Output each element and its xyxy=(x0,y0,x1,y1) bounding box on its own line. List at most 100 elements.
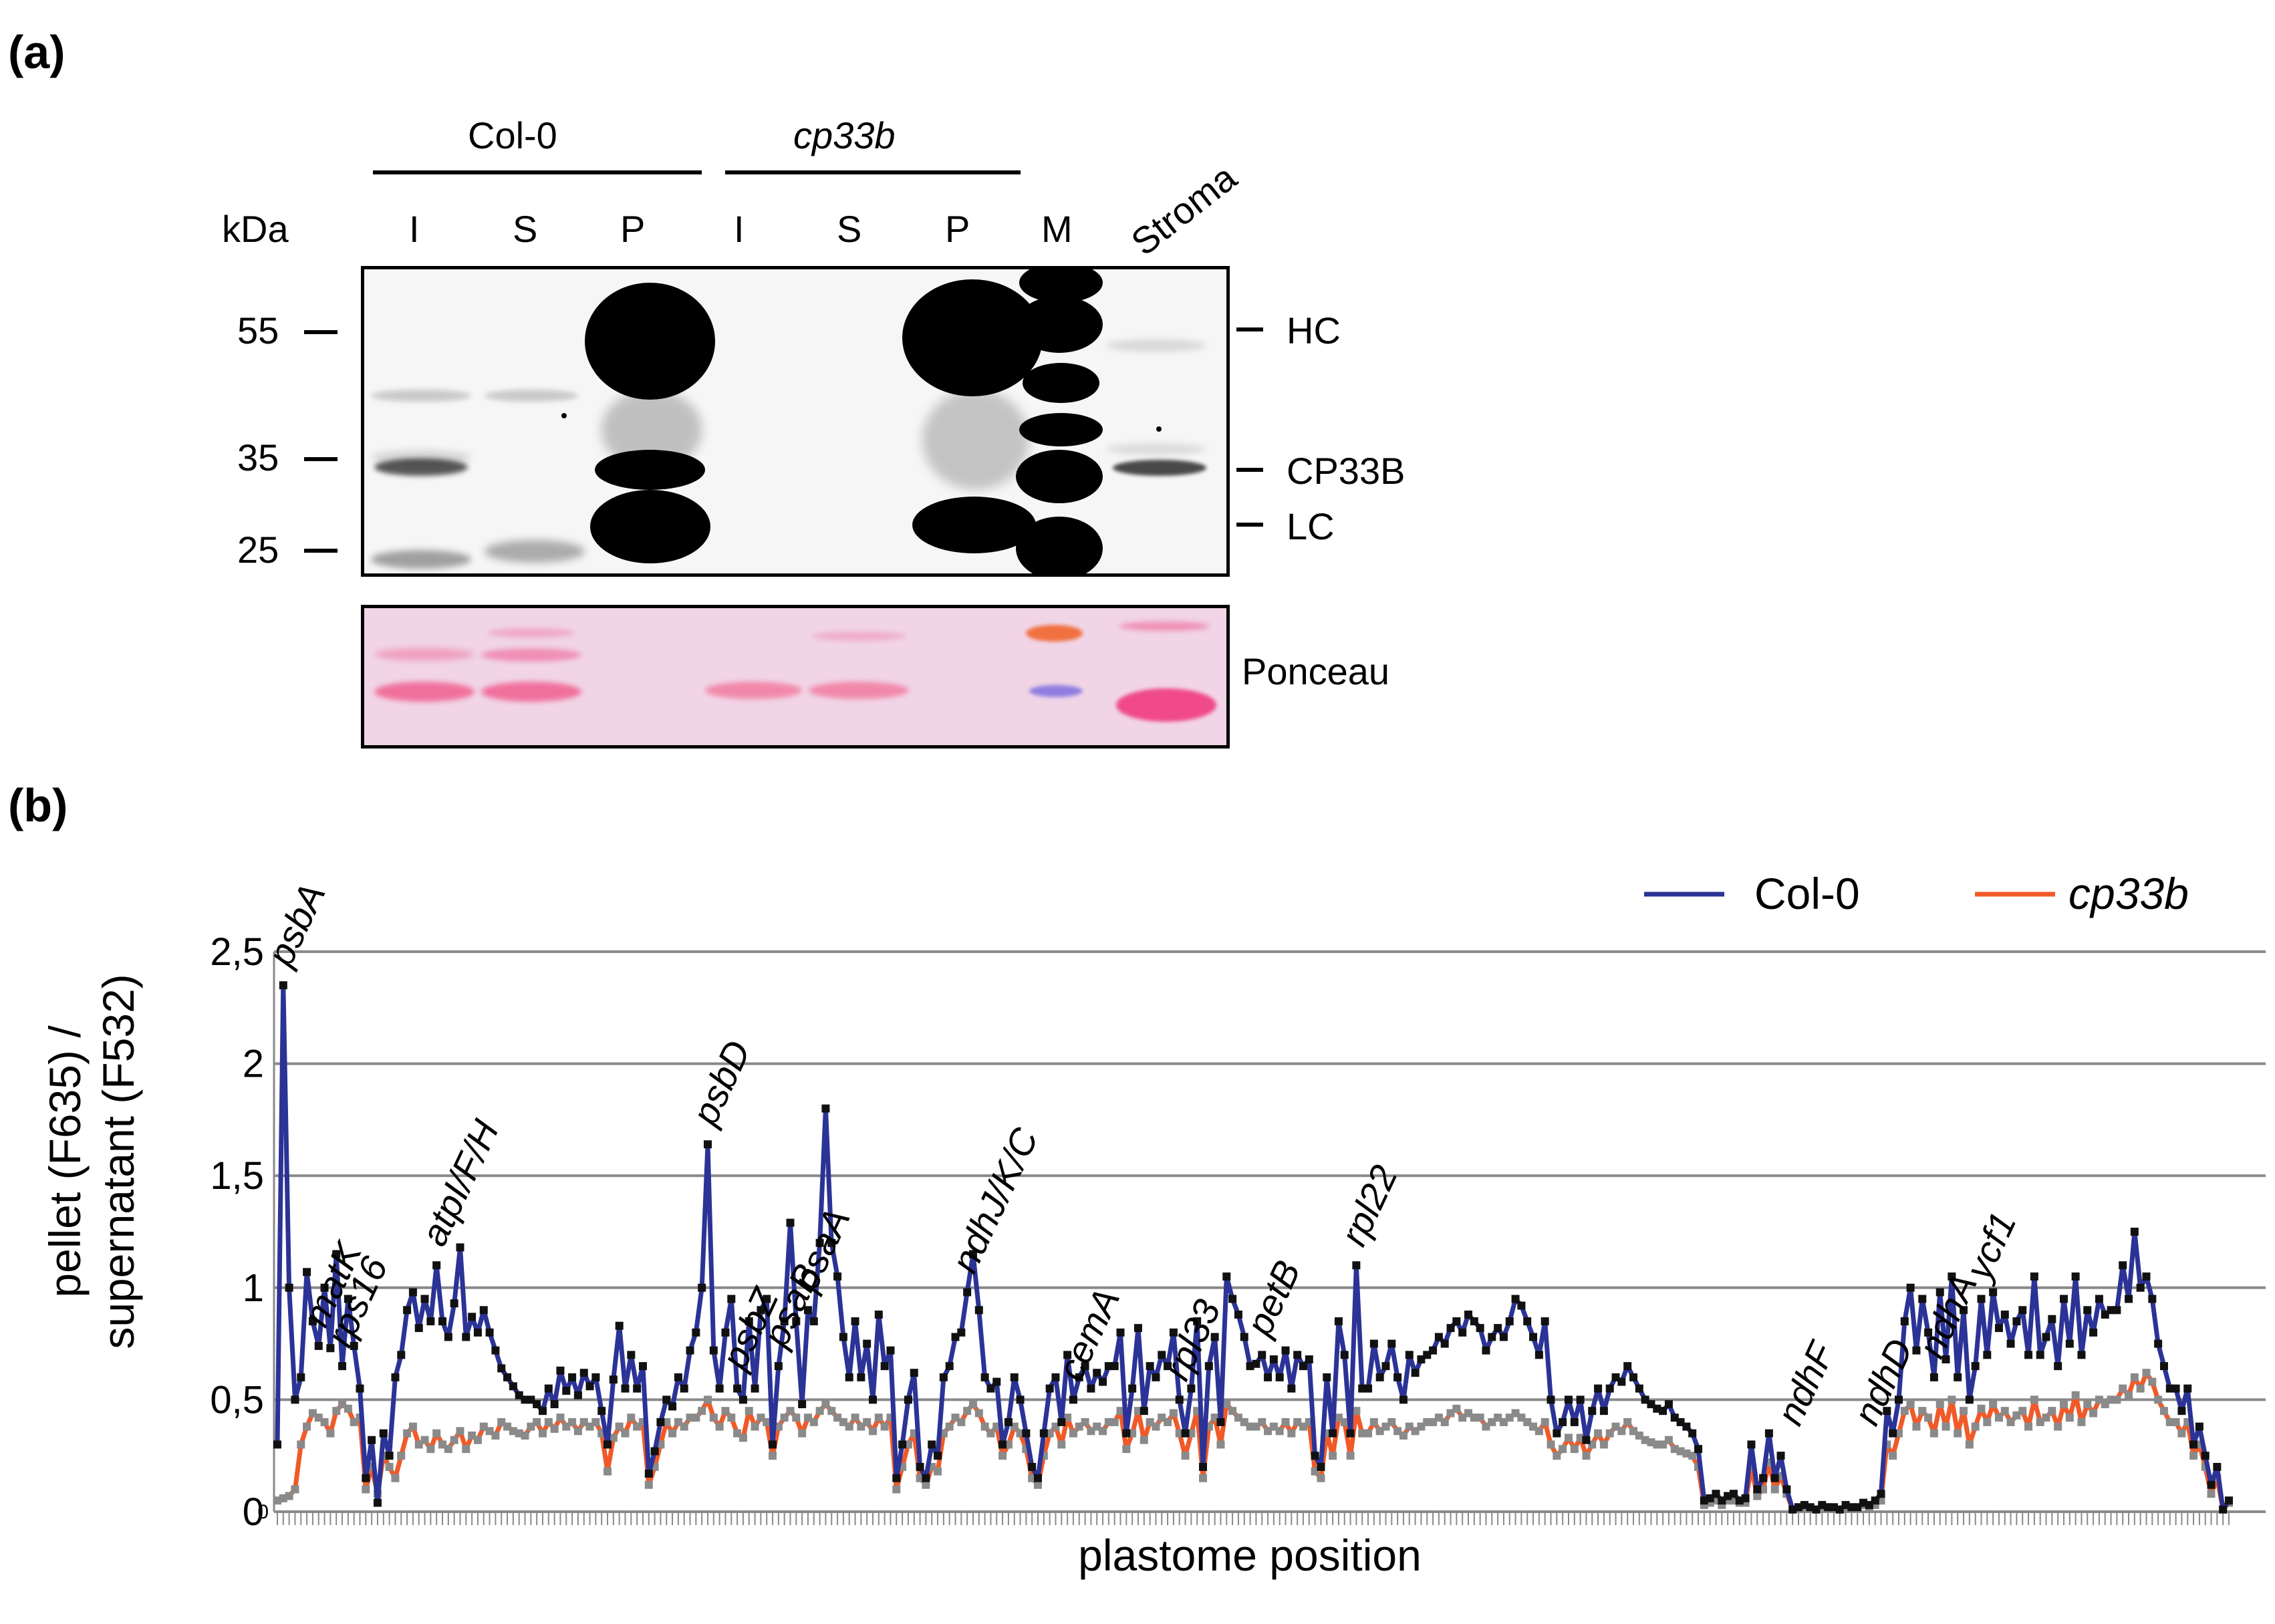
data-point-Col-0 xyxy=(615,1321,624,1330)
band-lc-col0-pellet xyxy=(590,490,710,563)
data-point-Col-0 xyxy=(1323,1373,1331,1381)
data-point-Col-0 xyxy=(2195,1422,2203,1431)
data-point-Col-0 xyxy=(957,1328,966,1337)
data-point-cp33b xyxy=(1935,1400,1944,1409)
data-point-cp33b xyxy=(550,1424,559,1433)
data-point-Col-0 xyxy=(538,1407,547,1415)
data-point-Col-0 xyxy=(2225,1496,2233,1505)
data-point-cp33b xyxy=(1352,1407,1361,1415)
data-point-Col-0 xyxy=(509,1382,517,1391)
data-point-cp33b xyxy=(1287,1429,1296,1438)
ponceau-band-stroma xyxy=(1116,688,1216,722)
data-point-cp33b xyxy=(1099,1427,1107,1436)
data-point-Col-0 xyxy=(2036,1351,2044,1359)
data-point-cp33b xyxy=(863,1417,872,1426)
data-point-Col-0 xyxy=(420,1295,429,1303)
data-point-cp33b xyxy=(2006,1417,2015,1426)
data-point-Col-0 xyxy=(1906,1283,1915,1292)
data-point-Col-0 xyxy=(1258,1351,1266,1359)
data-point-cp33b xyxy=(456,1427,464,1436)
data-point-Col-0 xyxy=(1034,1474,1043,1482)
data-point-Col-0 xyxy=(550,1400,559,1409)
data-point-Col-0 xyxy=(1340,1351,1349,1359)
data-point-cp33b xyxy=(2071,1391,2080,1399)
data-point-Col-0 xyxy=(544,1384,553,1393)
data-point-cp33b xyxy=(1564,1434,1573,1442)
x-axis-label: plastome position xyxy=(1078,1530,1422,1580)
data-point-Col-0 xyxy=(1470,1317,1478,1326)
data-point-Col-0 xyxy=(1434,1333,1443,1341)
data-point-Col-0 xyxy=(1599,1407,1608,1415)
data-point-Col-0 xyxy=(1570,1417,1579,1426)
speck xyxy=(1156,426,1162,432)
data-point-Col-0 xyxy=(2012,1317,2021,1326)
data-point-Col-0 xyxy=(2059,1295,2068,1303)
faint-band xyxy=(485,390,578,402)
data-point-cp33b xyxy=(544,1417,553,1426)
data-point-cp33b xyxy=(2018,1407,2027,1415)
data-point-cp33b xyxy=(1222,1400,1231,1409)
data-point-Col-0 xyxy=(1965,1395,1974,1404)
band-cp33b-col0-pellet xyxy=(595,450,705,490)
data-point-Col-0 xyxy=(556,1366,565,1375)
data-point-cp33b xyxy=(297,1440,305,1449)
data-point-cp33b xyxy=(326,1429,335,1438)
data-point-cp33b xyxy=(1329,1452,1337,1460)
data-point-Col-0 xyxy=(1039,1429,1048,1438)
data-point-cp33b xyxy=(868,1427,877,1436)
band-hc-cp33b-pellet xyxy=(902,279,1043,396)
data-point-Col-0 xyxy=(1381,1362,1390,1371)
data-point-Col-0 xyxy=(2006,1339,2015,1348)
data-point-cp33b xyxy=(1069,1429,1077,1438)
data-point-Col-0 xyxy=(1523,1317,1532,1326)
ponceau-band xyxy=(809,682,909,699)
data-point-cp33b xyxy=(968,1400,977,1409)
ponceau-stain xyxy=(361,605,1230,749)
data-point-Col-0 xyxy=(1517,1301,1526,1310)
data-point-Col-0 xyxy=(2077,1351,2086,1359)
data-point-Col-0 xyxy=(1010,1373,1019,1381)
data-point-Col-0 xyxy=(2054,1362,2062,1371)
data-point-Col-0 xyxy=(780,1317,789,1326)
data-point-Col-0 xyxy=(2148,1295,2157,1303)
legend-label-cp33b: cp33b xyxy=(2068,869,2189,918)
data-point-Col-0 xyxy=(839,1333,847,1341)
data-point-cp33b xyxy=(1110,1417,1119,1426)
data-point-cp33b xyxy=(1965,1440,1974,1449)
data-point-Col-0 xyxy=(1199,1462,1208,1471)
lane-label-s-col0: S xyxy=(513,208,538,250)
data-point-cp33b xyxy=(462,1445,471,1454)
data-point-Col-0 xyxy=(1405,1351,1414,1359)
data-point-cp33b xyxy=(1582,1452,1591,1460)
data-point-Col-0 xyxy=(798,1400,807,1409)
band-label-lc: LC xyxy=(1287,505,1335,547)
data-point-Col-0 xyxy=(1228,1295,1237,1303)
data-point-cp33b xyxy=(815,1407,824,1415)
data-point-Col-0 xyxy=(745,1317,753,1326)
data-point-Col-0 xyxy=(1110,1362,1119,1371)
data-point-cp33b xyxy=(2113,1395,2121,1404)
data-point-Col-0 xyxy=(650,1447,659,1456)
data-point-Col-0 xyxy=(1883,1407,1891,1415)
data-point-Col-0 xyxy=(1287,1384,1296,1393)
data-point-Col-0 xyxy=(2207,1480,2216,1489)
data-point-cp33b xyxy=(1387,1417,1396,1426)
data-point-Col-0 xyxy=(314,1341,323,1350)
data-point-Col-0 xyxy=(533,1400,541,1409)
data-point-Col-0 xyxy=(2171,1384,2180,1393)
data-point-Col-0 xyxy=(928,1440,936,1449)
data-point-cp33b xyxy=(344,1404,352,1413)
data-point-Col-0 xyxy=(910,1369,918,1377)
data-point-Col-0 xyxy=(1004,1417,1013,1426)
data-point-cp33b xyxy=(1399,1432,1408,1440)
data-point-cp33b xyxy=(880,1422,889,1431)
data-point-Col-0 xyxy=(698,1283,706,1292)
y-tick-label: 1 xyxy=(243,1266,264,1310)
data-point-Col-0 xyxy=(1069,1395,1077,1404)
data-point-Col-0 xyxy=(821,1104,830,1113)
data-point-Col-0 xyxy=(2154,1339,2163,1348)
data-point-Col-0 xyxy=(680,1384,688,1393)
data-point-Col-0 xyxy=(1889,1429,1897,1438)
data-point-cp33b xyxy=(974,1409,983,1417)
marker-band xyxy=(1023,363,1099,403)
